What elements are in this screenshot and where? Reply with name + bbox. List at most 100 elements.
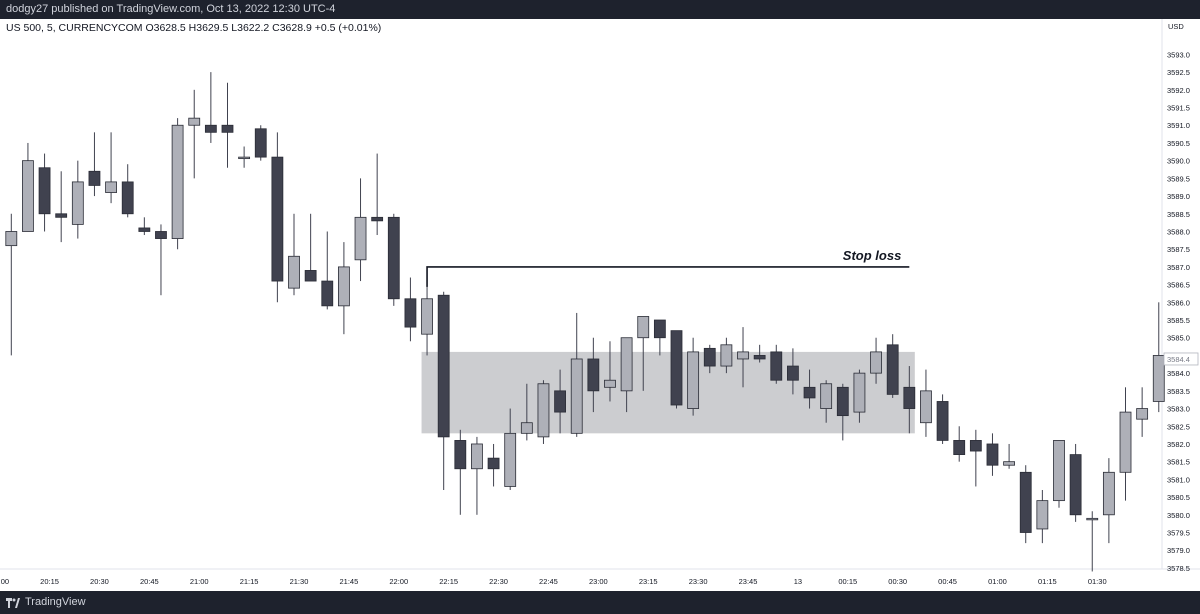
time-tick-label: 23:00: [589, 577, 608, 586]
candle-down[interactable]: [38, 167, 51, 215]
price-axis-panel[interactable]: [1162, 19, 1200, 591]
candle-down[interactable]: [670, 330, 683, 406]
candle-down[interactable]: [903, 386, 916, 409]
candle-up[interactable]: [238, 156, 251, 160]
candle-down[interactable]: [221, 124, 234, 133]
price-tick-label: 3579.5: [1167, 529, 1190, 538]
symbol-legend[interactable]: US 500, 5, CURRENCYCOM O3628.5 H3629.5 L…: [6, 22, 382, 34]
candle-down[interactable]: [587, 358, 600, 392]
candle-down[interactable]: [969, 440, 982, 452]
candle-up[interactable]: [1119, 411, 1132, 473]
price-tick-label: 3583.0: [1167, 405, 1190, 414]
candle-up[interactable]: [920, 390, 932, 424]
candle-up[interactable]: [188, 117, 201, 126]
candle-up[interactable]: [1136, 408, 1149, 420]
candle-down[interactable]: [803, 386, 816, 399]
candle-up[interactable]: [71, 181, 84, 225]
candle-up[interactable]: [1102, 471, 1115, 516]
candle-down[interactable]: [1069, 454, 1082, 516]
candle-down[interactable]: [155, 231, 167, 239]
candle-down[interactable]: [121, 181, 134, 215]
candle-up[interactable]: [471, 443, 483, 470]
candle-up[interactable]: [687, 351, 700, 409]
time-tick-label: 00:15: [838, 577, 857, 586]
time-tick-label: 00:30: [888, 577, 907, 586]
candle-up[interactable]: [171, 124, 184, 239]
price-tick-label: 3592.0: [1167, 86, 1190, 95]
candle-up[interactable]: [604, 379, 616, 388]
candle-down[interactable]: [321, 280, 334, 307]
candle-up[interactable]: [537, 383, 550, 438]
time-tick-label: 13: [794, 577, 802, 586]
candle-down[interactable]: [371, 216, 384, 222]
time-tick-label: 22:15: [439, 577, 458, 586]
tradingview-logo-icon: [6, 597, 20, 608]
price-tick-label: 3582.0: [1167, 440, 1190, 449]
candle-down[interactable]: [271, 156, 284, 282]
candle-up[interactable]: [354, 216, 367, 261]
candlestick-chart[interactable]: Stop loss USD 3593.0 3592.5 3592.0 3591.5 3591…: [0, 19, 1200, 591]
time-tick-label: 01:15: [1038, 577, 1057, 586]
time-tick-label: 23:15: [639, 577, 658, 586]
candle-down[interactable]: [787, 365, 799, 381]
candle-up[interactable]: [820, 383, 833, 409]
candle-down[interactable]: [753, 355, 766, 360]
candle-up[interactable]: [1053, 440, 1065, 502]
candle-up[interactable]: [853, 372, 866, 413]
candle-up[interactable]: [520, 422, 533, 434]
candle-down[interactable]: [204, 124, 217, 133]
candle-up[interactable]: [637, 316, 650, 339]
price-tick-label: 3583.5: [1167, 387, 1190, 396]
candle-down[interactable]: [986, 443, 999, 466]
candle-up[interactable]: [5, 231, 18, 247]
candle-down[interactable]: [437, 294, 450, 438]
time-tick-label: 01:30: [1088, 577, 1107, 586]
price-tick-label: 3590.5: [1167, 139, 1190, 148]
candle-up[interactable]: [288, 255, 300, 289]
candle-up[interactable]: [1036, 500, 1049, 530]
candle-up[interactable]: [620, 337, 633, 392]
time-tick-label: 20:30: [90, 577, 109, 586]
candle-down[interactable]: [88, 170, 101, 186]
candle-down[interactable]: [55, 213, 68, 218]
stop-loss-label[interactable]: Stop loss: [843, 248, 902, 263]
candle-down[interactable]: [387, 216, 400, 300]
price-tick-label: 3584.0: [1167, 369, 1190, 378]
candle-down[interactable]: [836, 386, 849, 417]
candle-up[interactable]: [22, 160, 34, 232]
price-tick-label: 3581.5: [1167, 458, 1190, 467]
candle-down[interactable]: [886, 344, 899, 395]
stop-loss-line[interactable]: [426, 266, 910, 287]
candle-down[interactable]: [703, 347, 716, 367]
candle-down[interactable]: [404, 298, 417, 328]
candle-up[interactable]: [1003, 461, 1015, 466]
candle-down[interactable]: [138, 227, 151, 232]
candle-down[interactable]: [554, 390, 566, 413]
candle-up[interactable]: [1086, 517, 1099, 521]
supply-demand-zone[interactable]: [421, 351, 915, 434]
chart-area[interactable]: Stop loss USD 3593.0 3592.5 3592.0 3591.5 3591…: [0, 19, 1200, 591]
candle-down[interactable]: [1019, 471, 1032, 533]
candle-up[interactable]: [870, 351, 882, 374]
candle-up[interactable]: [720, 344, 733, 367]
time-tick-label: 21:00: [190, 577, 209, 586]
candle-up[interactable]: [105, 181, 117, 193]
candle-down[interactable]: [304, 270, 317, 282]
candle-down[interactable]: [254, 128, 267, 158]
candle-up[interactable]: [737, 351, 749, 360]
price-tick-label: 3580.5: [1167, 493, 1190, 502]
candle-down[interactable]: [770, 351, 783, 381]
candle-down[interactable]: [653, 319, 666, 339]
candle-up[interactable]: [570, 358, 583, 434]
candle-down[interactable]: [487, 457, 500, 470]
time-tick-label: 20:15: [40, 577, 59, 586]
tradingview-logo[interactable]: TradingView: [6, 591, 86, 614]
price-tick-label: 3591.5: [1167, 104, 1190, 113]
candle-up[interactable]: [1152, 355, 1165, 402]
candle-down[interactable]: [936, 401, 949, 441]
candle-down[interactable]: [454, 440, 467, 470]
candle-up[interactable]: [421, 298, 433, 335]
candle-up[interactable]: [337, 266, 350, 307]
candle-up[interactable]: [504, 432, 517, 487]
candle-down[interactable]: [953, 440, 966, 455]
